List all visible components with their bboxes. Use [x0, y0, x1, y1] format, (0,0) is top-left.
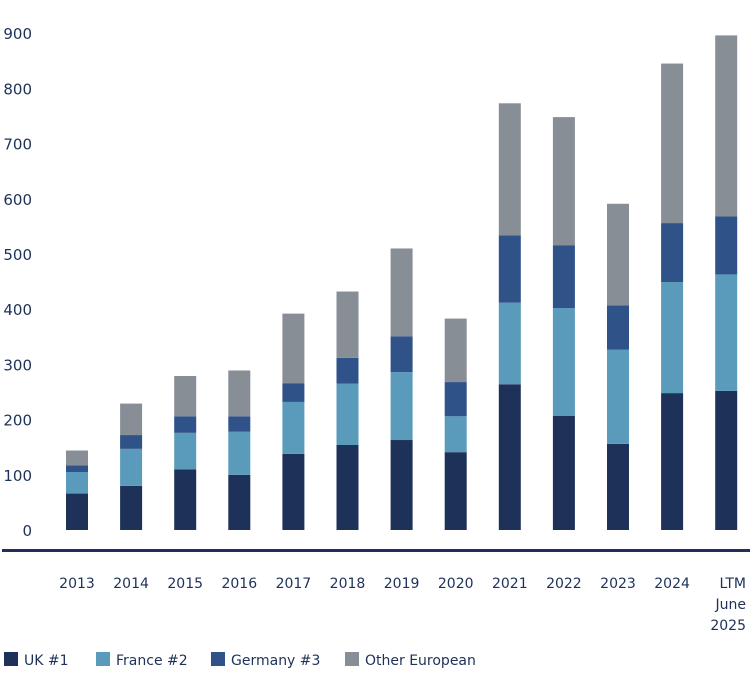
bar-segment-uk-1-2016: [228, 474, 251, 530]
bar-segment-france-2-2014: [120, 448, 143, 486]
bar-segment-uk-1-2013: [66, 493, 88, 530]
bar-segment-other-european-2023: [607, 203, 629, 306]
bar-segment-other-european-2020: [444, 318, 467, 383]
bar-segment-france-2-2020: [444, 416, 467, 453]
bar-segment-france-2-ltm-june-2025: [715, 274, 738, 391]
y-tick-label: 0: [22, 522, 32, 540]
bar-segment-germany-3-2018: [336, 357, 359, 384]
x-tick-label: 2015: [167, 576, 203, 592]
bar-segment-uk-1-2022: [552, 415, 575, 530]
legend-swatch: [211, 652, 225, 666]
bar-segment-france-2-2023: [607, 349, 629, 444]
legend-label: UK #1: [24, 653, 69, 669]
legend-swatch: [345, 652, 359, 666]
x-tick-label: 2021: [492, 576, 528, 592]
x-tick-label: 2014: [113, 576, 149, 592]
bar-segment-uk-1-2014: [120, 485, 143, 530]
x-tick-label: 2013: [59, 576, 95, 592]
legend-label: Germany #3: [231, 653, 320, 669]
y-tick-label: 100: [3, 467, 32, 485]
bar-segment-germany-3-2021: [498, 235, 521, 303]
x-tick-label: 2025: [710, 618, 746, 634]
bar-segment-uk-1-2018: [336, 444, 359, 530]
bar-segment-uk-1-2015: [174, 469, 197, 530]
x-tick-label: June: [715, 597, 747, 613]
bar-segment-other-european-2016: [228, 370, 251, 417]
y-tick-label: 700: [3, 136, 32, 154]
x-tick-label: 2019: [384, 576, 420, 592]
y-tick-label: 600: [3, 191, 32, 209]
bar-segment-france-2-2021: [498, 302, 521, 385]
legend-label: France #2: [116, 653, 188, 669]
legend-swatch: [4, 652, 18, 666]
bar-segment-germany-3-2024: [661, 223, 684, 283]
x-tick-label: 2024: [654, 576, 690, 592]
legend: UK #1 France #2 Germany #3 Other European: [4, 652, 476, 669]
bar-segment-uk-1-2023: [607, 443, 629, 530]
bar-segment-other-european-2024: [661, 63, 684, 224]
bar-segment-germany-3-2014: [120, 435, 143, 449]
bar-segment-germany-3-2020: [444, 382, 467, 417]
bars: [66, 35, 738, 530]
bar-segment-uk-1-2017: [282, 453, 305, 530]
bar-segment-germany-3-2017: [282, 383, 305, 402]
bar-segment-germany-3-2016: [228, 416, 251, 432]
bar-segment-france-2-2015: [174, 432, 197, 470]
bar-segment-other-european-2022: [552, 117, 575, 246]
bar-segment-other-european-2014: [120, 403, 143, 436]
bar-segment-other-european-2018: [336, 291, 359, 358]
x-axis-ticks: 2013 2014 2015 2016 2017 2018 2019 2020 2021 2022…: [59, 576, 746, 634]
bar-segment-other-european-2021: [498, 103, 521, 236]
bar-segment-other-european-2015: [174, 375, 197, 417]
x-axis-line: [2, 549, 750, 552]
x-tick-label: 2018: [330, 576, 366, 592]
y-tick-label: 400: [3, 301, 32, 319]
x-tick-label: 2023: [600, 576, 636, 592]
bar-segment-uk-1-2019: [390, 440, 413, 530]
legend-swatch: [96, 652, 110, 666]
bar-segment-other-european-2019: [390, 248, 413, 337]
x-tick-label: LTM: [719, 576, 746, 592]
bar-segment-germany-3-2023: [607, 305, 629, 350]
y-tick-label: 900: [3, 25, 32, 43]
legend-label: Other European: [365, 653, 476, 669]
bar-segment-germany-3-2015: [174, 416, 197, 433]
bar-segment-france-2-2017: [282, 401, 305, 454]
bar-segment-other-european-2017: [282, 313, 305, 384]
y-tick-label: 800: [3, 80, 32, 98]
x-tick-label: 2017: [276, 576, 312, 592]
bar-segment-uk-1-2020: [444, 452, 467, 530]
bar-segment-france-2-2024: [661, 282, 684, 394]
bar-segment-france-2-2016: [228, 431, 251, 475]
y-axis-ticks: 0 100 200 300 400 500 600 700 800 900: [3, 25, 32, 540]
bar-segment-uk-1-2021: [498, 384, 521, 530]
bar-segment-france-2-2019: [390, 372, 413, 441]
bar-segment-france-2-2018: [336, 383, 359, 445]
bar-segment-france-2-2013: [66, 472, 88, 494]
bar-segment-france-2-2022: [552, 308, 575, 416]
bar-segment-uk-1-2024: [661, 393, 684, 530]
x-tick-label: 2020: [438, 576, 474, 592]
bar-segment-other-european-ltm-june-2025: [715, 35, 738, 217]
bar-segment-uk-1-ltm-june-2025: [715, 390, 738, 530]
bar-segment-germany-3-ltm-june-2025: [715, 216, 738, 275]
bar-segment-germany-3-2019: [390, 336, 413, 373]
bar-segment-germany-3-2022: [552, 245, 575, 309]
x-tick-label: 2022: [546, 576, 582, 592]
y-tick-label: 300: [3, 356, 32, 374]
y-tick-label: 500: [3, 246, 32, 264]
bar-segment-germany-3-2013: [66, 465, 88, 473]
y-tick-label: 200: [3, 412, 32, 430]
bar-segment-other-european-2013: [66, 450, 88, 466]
x-tick-label: 2016: [221, 576, 257, 592]
